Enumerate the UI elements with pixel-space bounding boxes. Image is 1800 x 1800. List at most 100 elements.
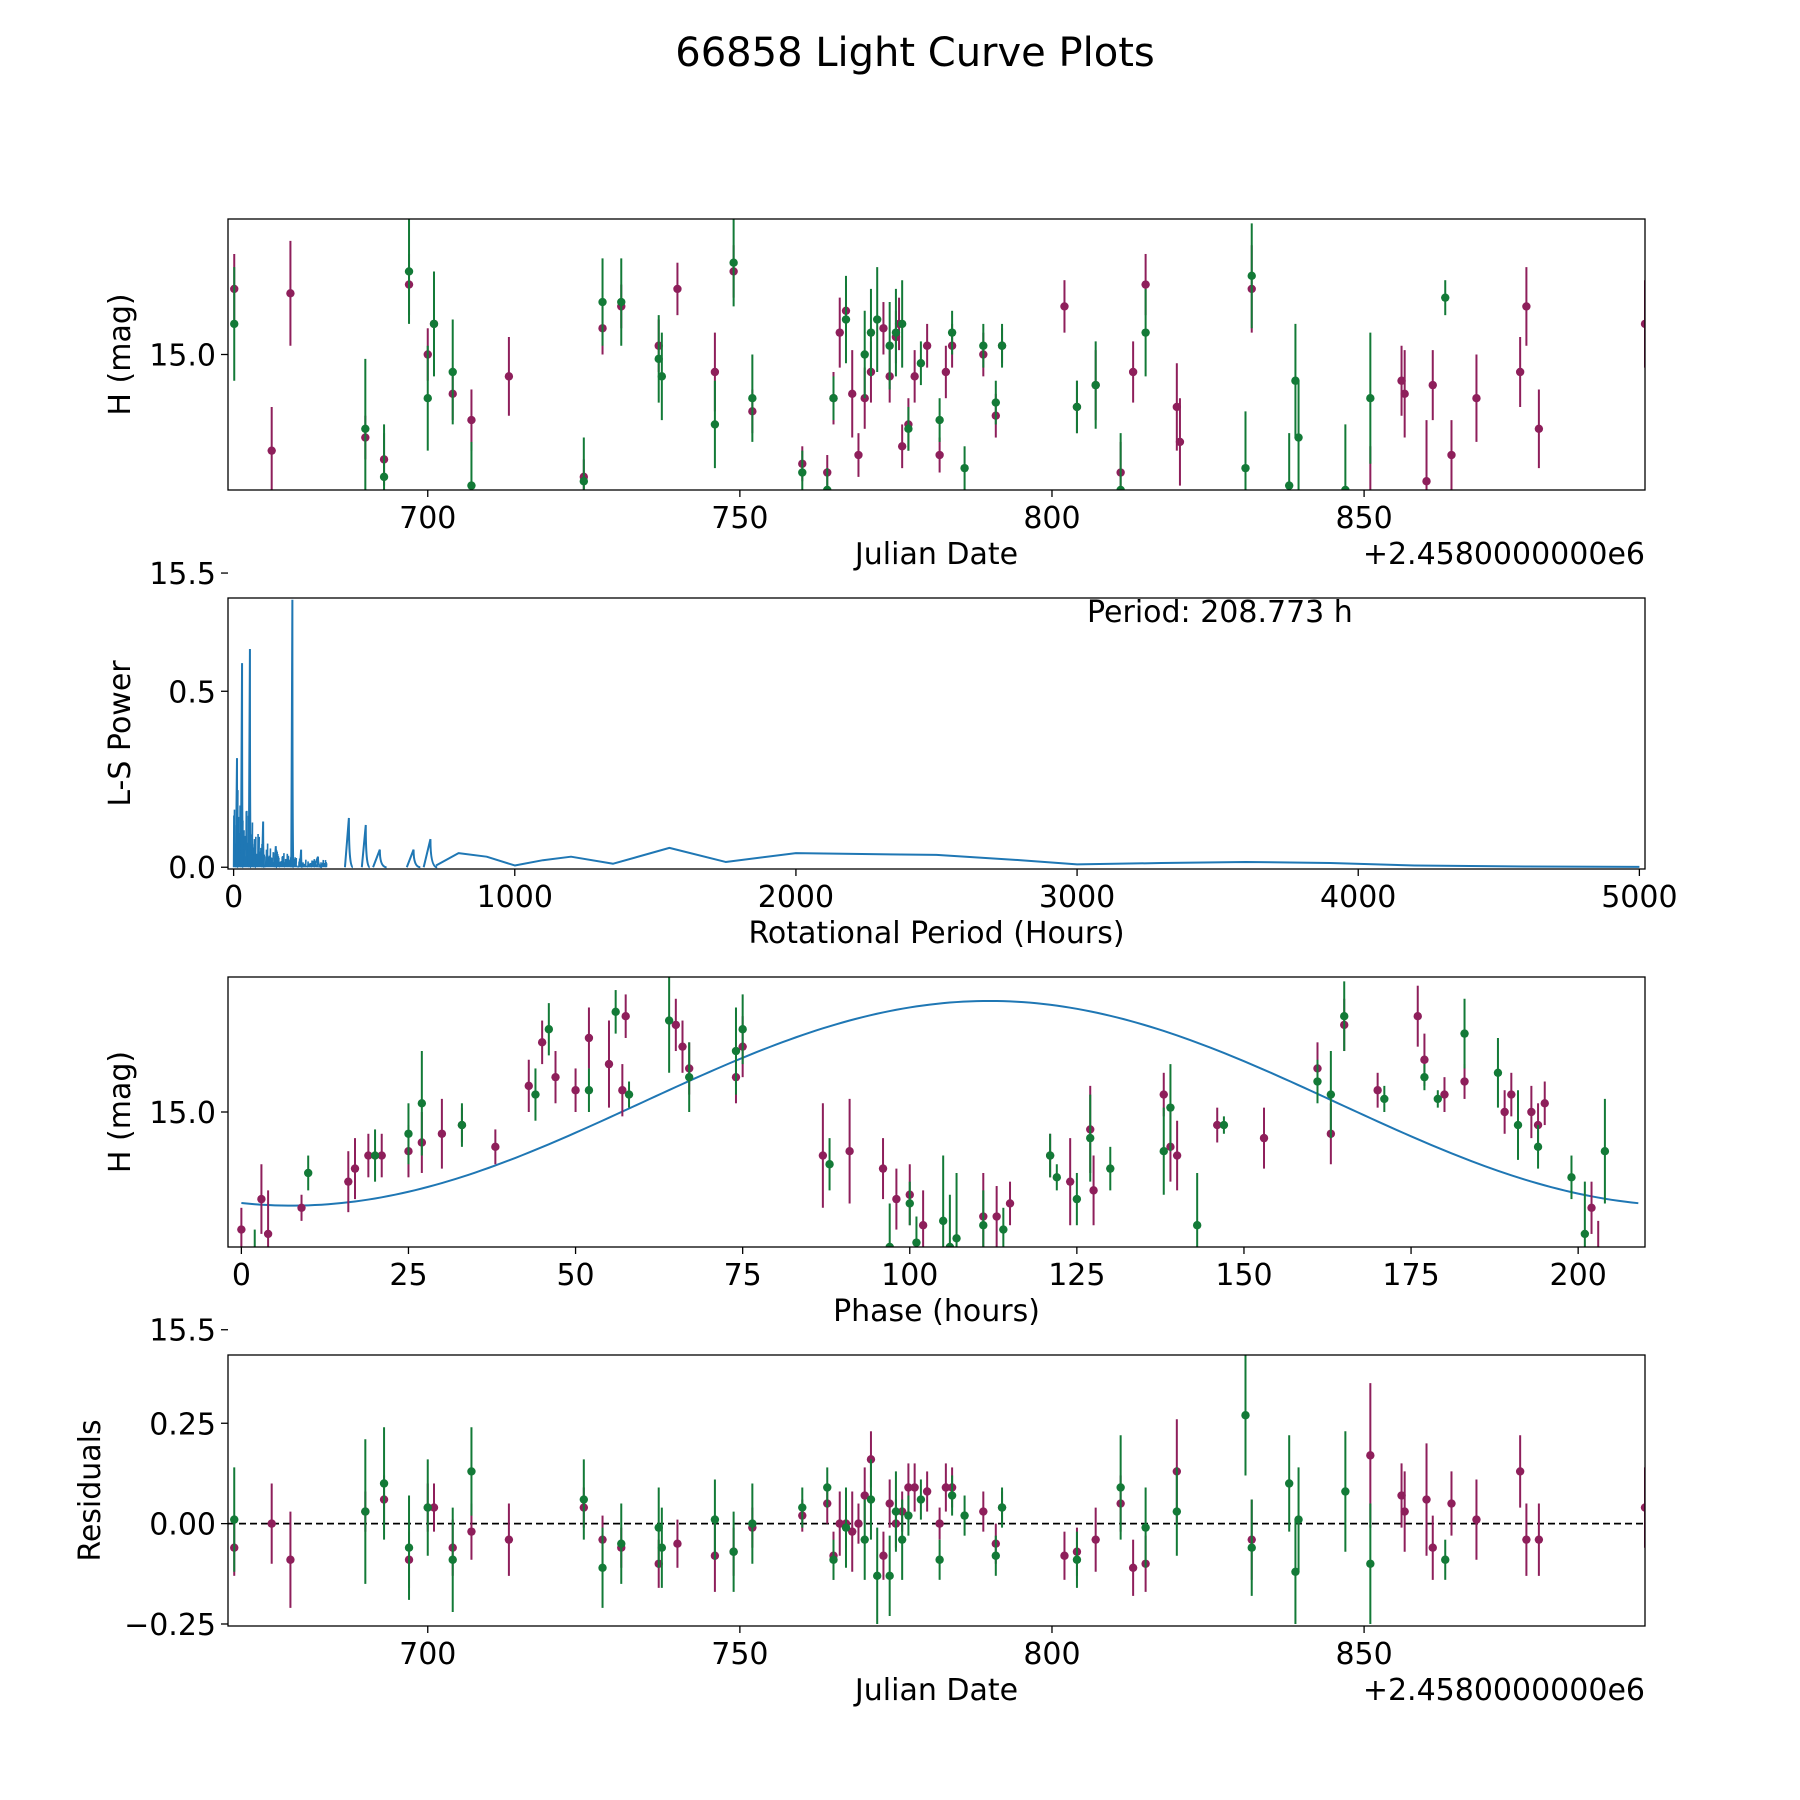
data-point [579,477,589,486]
data-point [1241,1411,1250,1420]
data-point [624,1090,634,1099]
data-point [905,1199,914,1208]
data-point [904,1511,913,1520]
data-point [997,1503,1007,1512]
data-point [1515,1467,1525,1476]
x-tick-label: 850 [1335,1637,1392,1672]
data-point [848,1527,857,1536]
data-point [825,1160,834,1169]
data-point [654,1523,663,1532]
data-point [1366,394,1375,403]
data-point [379,472,389,482]
data-point [885,1242,894,1247]
x-tick-label: 150 [1215,1258,1272,1293]
data-point [657,1543,667,1552]
data-point [598,1563,607,1572]
data-point [916,1495,926,1504]
data-point [1141,328,1150,337]
x-axis-label: Rotational Period (Hours) [748,916,1124,951]
data-point [1422,477,1431,486]
x-tick-label: 25 [389,1258,427,1293]
data-point [1291,1567,1300,1577]
x-axis-label: Julian Date [853,537,1018,572]
data-point [897,319,907,329]
data-point [879,324,888,333]
data-point [1567,1173,1576,1182]
data-point [1397,1491,1406,1500]
x-tick-label: 50 [556,1258,594,1293]
data-point [841,315,851,324]
data-point [918,1221,928,1230]
data-point [829,394,838,403]
data-point [938,1216,948,1226]
periodogram-peak [290,599,295,869]
data-point [1166,1103,1175,1112]
data-point [823,1483,832,1492]
x-tick-label: 700 [399,501,456,536]
data-point [892,1194,901,1204]
data-point [370,1151,380,1160]
data-point [1428,380,1437,390]
data-point [1522,302,1531,311]
data-point [710,1515,720,1524]
data-point [1513,1120,1523,1130]
data-point [885,1499,894,1508]
data-point [854,1519,863,1528]
data-point [267,446,276,455]
periodogram-tail [435,846,1640,868]
data-point [1192,1221,1202,1230]
series-series_b [230,1355,1450,1624]
periodogram-peak [234,758,240,869]
data-point [960,1511,969,1520]
plot-area [237,977,1639,1247]
y-tick-label: 15.5 [149,1314,216,1349]
data-point [1522,1535,1531,1544]
data-point [1400,1507,1409,1516]
data-point [1172,1151,1182,1160]
data-point [845,1146,854,1156]
data-point [1045,1151,1055,1160]
data-point [835,328,844,337]
data-point [910,1483,919,1492]
data-point [1175,437,1185,447]
data-point [1441,293,1450,302]
data-point [1247,1543,1256,1552]
x-tick-label: 800 [1023,1637,1080,1672]
data-point [350,1164,360,1173]
data-point [448,367,457,377]
data-point [731,1046,741,1056]
data-point [598,297,607,307]
data-point [604,1059,614,1069]
data-point [417,1099,427,1108]
data-point [579,1495,589,1504]
periodogram-peak [252,839,257,869]
data-point [1141,1523,1150,1532]
periodogram-peak [422,838,438,869]
y-tick-label: 0.00 [149,1508,216,1543]
data-point [1422,1495,1431,1504]
data-point [1072,1194,1082,1204]
data-point [1291,376,1300,385]
data-point [504,1535,514,1544]
y-tick-label: 15.0 [149,339,216,374]
data-point [423,1503,432,1512]
data-point [860,1491,869,1500]
data-point [1472,394,1481,403]
data-point [1294,1515,1303,1524]
data-point [678,1042,687,1051]
data-point [1172,1507,1182,1516]
series-series_b [253,977,1610,1247]
data-point [910,372,919,381]
data-point [916,359,926,368]
x-tick-label: 125 [1048,1258,1105,1293]
data-point [997,341,1007,350]
data-point [1600,1146,1610,1156]
periodogram-peak [343,817,354,869]
data-point [710,420,720,429]
data-point [504,372,514,381]
data-point [872,315,882,324]
data-point [1060,302,1069,311]
data-point [1420,1072,1429,1082]
data-point [1507,1090,1516,1099]
